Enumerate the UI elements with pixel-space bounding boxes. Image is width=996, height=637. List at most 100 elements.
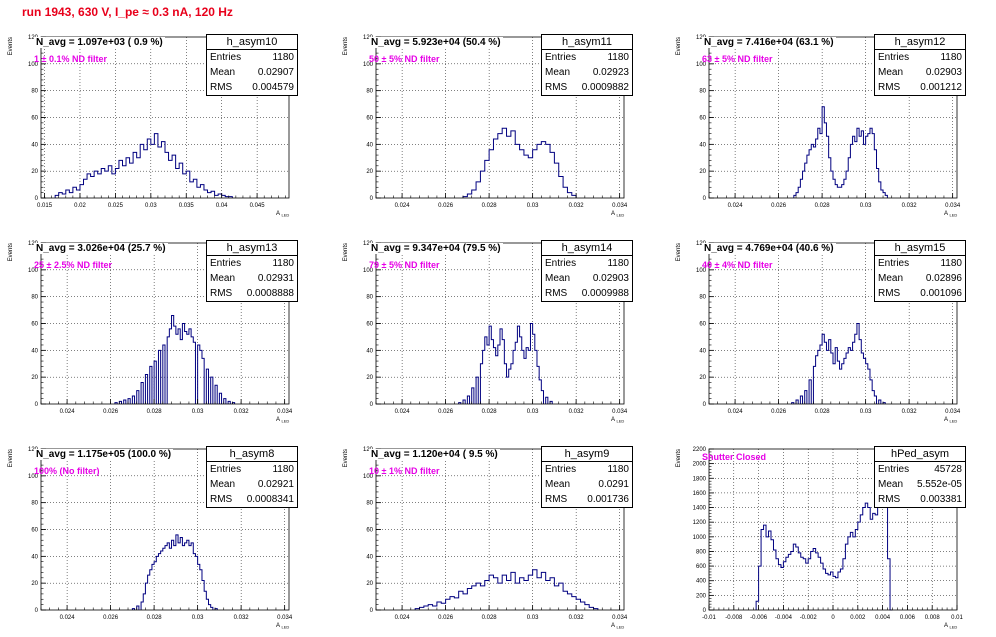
- histogram-panel: 0.024 0.026 0.028 0.03 0.032 0.034 0 20 40 60 80 10…: [335, 224, 655, 431]
- x-tick-label: 0.024: [728, 409, 744, 415]
- y-tick-label: 100: [696, 268, 707, 274]
- x-tick-label: 0.004: [875, 615, 891, 621]
- histogram-plot: 0.015 0.02 0.025 0.03 0.035 0.04 0.045 0 20 40 60 8…: [8, 35, 289, 218]
- x-tick-label: 0.026: [438, 615, 454, 621]
- histogram-name: h_asym8: [207, 447, 297, 462]
- x-tick-label: 0.002: [850, 615, 866, 621]
- x-tick-label: 0: [831, 615, 835, 621]
- y-tick-label: 120: [363, 447, 374, 453]
- y-tick-label: 40: [31, 348, 38, 354]
- y-tick-label: 80: [31, 501, 38, 507]
- x-tick-label: 0.035: [179, 203, 195, 209]
- x-tick-label: -0.006: [750, 615, 768, 621]
- navg-label: N_avg = 7.416e+04 (63.1 %): [702, 37, 836, 48]
- stats-value: 1180: [272, 464, 294, 475]
- y-tick-label: 2200: [693, 447, 707, 453]
- y-tick-label: 20: [31, 375, 38, 381]
- stats-row-entries: Entries 1180: [207, 50, 297, 65]
- x-tick-label: 0.032: [902, 409, 918, 415]
- x-tick-label: 0.034: [277, 615, 293, 621]
- histogram-line: [793, 106, 888, 198]
- x-tick-label: 0.034: [612, 615, 628, 621]
- stats-label: Mean: [210, 479, 236, 490]
- y-tick-label: 600: [696, 564, 707, 570]
- x-tick-label: 0.02: [74, 203, 86, 209]
- histogram-panel: 0.024 0.026 0.028 0.03 0.032 0.034 0 20 40 60 80 10…: [335, 18, 655, 225]
- histogram-line: [114, 314, 236, 404]
- x-tick-label: 0.03: [192, 409, 204, 415]
- x-tick-label: 0.034: [612, 203, 628, 209]
- stats-label: RMS: [878, 288, 901, 299]
- filter-annotation: Shutter Closed: [702, 452, 767, 462]
- x-tick-label: -0.002: [800, 615, 818, 621]
- stats-value: 45728: [934, 464, 962, 475]
- stats-box: h_asym15 Entries 1180 Mean 0.02896 RMS 0.00109…: [874, 240, 966, 302]
- stats-row-rms: RMS 0.001736: [542, 492, 632, 507]
- stats-label: RMS: [878, 494, 901, 505]
- stats-row-entries: Entries 1180: [542, 462, 632, 477]
- x-tick-label: 0.024: [728, 203, 744, 209]
- y-tick-label: 100: [363, 474, 374, 480]
- y-tick-label: 80: [699, 89, 706, 95]
- x-tick-label: 0.03: [192, 615, 204, 621]
- histogram-panel: 0.024 0.026 0.028 0.03 0.032 0.034 0 20 40 60 80 10…: [668, 224, 988, 431]
- stats-row-mean: Mean 5.552e-05: [875, 477, 965, 492]
- stats-label: RMS: [545, 82, 568, 93]
- x-tick-label: -0.01: [702, 615, 716, 621]
- y-tick-label: 800: [696, 549, 707, 555]
- y-tick-label: 80: [366, 295, 373, 301]
- histogram-name: h_asym10: [207, 35, 297, 50]
- y-tick-label: 120: [28, 241, 39, 247]
- y-tick-label: 120: [363, 35, 374, 41]
- y-tick-label: 60: [31, 116, 38, 122]
- histogram-panel: 0.024 0.026 0.028 0.03 0.032 0.034 0 20 40 60 80 10…: [668, 18, 988, 225]
- y-tick-label: 60: [699, 116, 706, 122]
- stats-label: Entries: [210, 258, 242, 269]
- x-tick-label: 0.032: [234, 615, 250, 621]
- stats-value: 0.003381: [920, 494, 962, 505]
- x-tick-label: -0.004: [775, 615, 793, 621]
- x-tick-label: 0.028: [482, 203, 498, 209]
- y-tick-label: 1600: [693, 491, 707, 497]
- y-axis-label: Events: [8, 449, 14, 467]
- x-tick-label: 0.028: [815, 409, 831, 415]
- x-axis-label: A LED: [611, 211, 624, 218]
- navg-label: N_avg = 4.769e+04 (40.6 %): [702, 243, 836, 254]
- stats-value: 1180: [940, 258, 962, 269]
- histogram-plot: 0.024 0.026 0.028 0.03 0.032 0.034 0 20 40 60 80 10…: [676, 241, 961, 424]
- stats-box: h_asym13 Entries 1180 Mean 0.02931 RMS 0.00088…: [206, 240, 298, 302]
- page-title: run 1943, 630 V, I_pe ≈ 0.3 nA, 120 Hz: [22, 5, 233, 19]
- stats-row-rms: RMS 0.001096: [875, 286, 965, 301]
- stats-value: 1180: [272, 258, 294, 269]
- y-axis-label: Events: [676, 449, 682, 467]
- y-tick-label: 120: [696, 241, 707, 247]
- stats-label: Entries: [210, 464, 242, 475]
- x-tick-label: 0.024: [395, 615, 411, 621]
- x-axis-label: A LED: [611, 417, 624, 424]
- stats-row-entries: Entries 1180: [875, 50, 965, 65]
- y-tick-label: 120: [28, 447, 39, 453]
- x-tick-label: 0.032: [569, 409, 585, 415]
- x-tick-label: 0.032: [569, 615, 585, 621]
- x-tick-label: 0.028: [482, 615, 498, 621]
- stats-label: RMS: [545, 288, 568, 299]
- histogram-name: h_asym15: [875, 241, 965, 256]
- stats-label: RMS: [545, 494, 568, 505]
- y-tick-label: 1800: [693, 476, 707, 482]
- histogram-line: [458, 323, 553, 404]
- stats-value: 0.004579: [252, 82, 294, 93]
- stats-row-entries: Entries 1180: [207, 256, 297, 271]
- stats-value: 0.0008888: [246, 288, 294, 299]
- y-tick-label: 100: [28, 268, 39, 274]
- y-tick-label: 100: [363, 268, 374, 274]
- y-tick-label: 20: [366, 169, 373, 175]
- stats-box: h_asym14 Entries 1180 Mean 0.02903 RMS 0.00099…: [541, 240, 633, 302]
- y-axis-label: Events: [676, 243, 682, 261]
- stats-row-entries: Entries 1180: [542, 256, 632, 271]
- stats-label: Entries: [545, 52, 577, 63]
- stats-value: 1180: [272, 52, 294, 63]
- stats-box: h_asym9 Entries 1180 Mean 0.0291 RMS 0.001736: [541, 446, 633, 508]
- histogram-name: hPed_asym: [875, 447, 965, 462]
- stats-value: 0.02907: [257, 67, 294, 78]
- x-tick-label: 0.01: [951, 615, 963, 621]
